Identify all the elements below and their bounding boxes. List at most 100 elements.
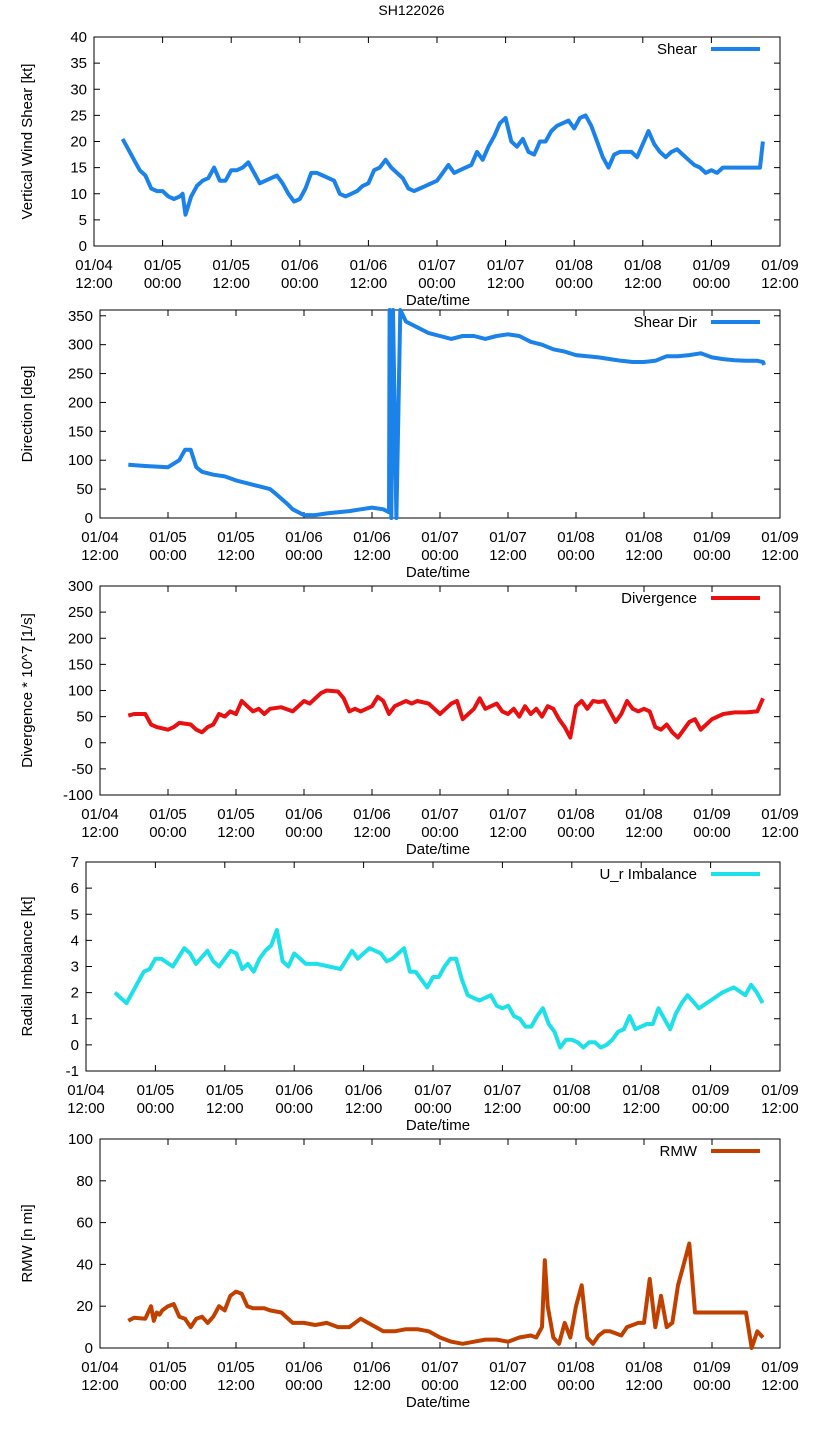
x-tick-label-time: 00:00 xyxy=(555,275,593,292)
x-tick-label-time: 00:00 xyxy=(285,824,323,841)
x-tick-label-time: 00:00 xyxy=(557,1377,595,1394)
y-tick-label: 35 xyxy=(70,55,87,72)
x-tick-label-time: 12:00 xyxy=(212,275,250,292)
y-tick-label: 40 xyxy=(76,1256,93,1273)
x-tick-label-time: 00:00 xyxy=(557,547,595,564)
x-tick-label-time: 12:00 xyxy=(625,1377,663,1394)
x-tick-label-date: 01/07 xyxy=(418,257,456,274)
x-tick-label-time: 00:00 xyxy=(275,1100,313,1117)
x-tick-label-time: 12:00 xyxy=(67,1100,105,1117)
legend-label: Divergence xyxy=(621,590,697,607)
x-tick-label-time: 00:00 xyxy=(693,275,731,292)
chart-panel-4: -10123456701/0412:0001/0500:0001/0512:00… xyxy=(19,854,799,1134)
x-tick-label-date: 01/06 xyxy=(353,806,391,823)
x-axis-label: Date/time xyxy=(406,1117,470,1134)
x-tick-label-date: 01/06 xyxy=(345,1082,383,1099)
x-tick-label-time: 12:00 xyxy=(761,547,799,564)
x-tick-label-date: 01/09 xyxy=(693,806,731,823)
x-tick-label-time: 12:00 xyxy=(350,275,388,292)
x-tick-label-date: 01/04 xyxy=(67,1082,105,1099)
y-tick-label: 1 xyxy=(71,1011,79,1028)
y-tick-label: 30 xyxy=(70,81,87,98)
y-tick-label: -1 xyxy=(66,1063,79,1080)
x-tick-label-time: 12:00 xyxy=(624,275,662,292)
series-line-shear xyxy=(120,113,765,217)
x-tick-label-date: 01/08 xyxy=(555,257,593,274)
x-tick-label-date: 01/06 xyxy=(353,1359,391,1376)
x-tick-label-date: 01/05 xyxy=(217,529,255,546)
x-tick-label-time: 12:00 xyxy=(353,824,391,841)
plot-frame xyxy=(99,309,781,519)
x-tick-label-date: 01/08 xyxy=(557,1359,595,1376)
x-tick-label-date: 01/04 xyxy=(81,529,119,546)
x-axis-label: Date/time xyxy=(406,564,470,581)
x-tick-label-date: 01/06 xyxy=(285,1359,323,1376)
x-axis-label: Date/time xyxy=(406,1394,470,1411)
y-axis-label: RMW [n mi] xyxy=(19,1204,36,1282)
legend-label: Shear Dir xyxy=(634,314,697,331)
x-tick-label-time: 12:00 xyxy=(484,1100,522,1117)
x-tick-label-time: 12:00 xyxy=(206,1100,244,1117)
y-tick-label: 200 xyxy=(68,394,93,411)
x-tick-label-date: 01/08 xyxy=(624,257,662,274)
x-tick-label-date: 01/06 xyxy=(285,529,323,546)
x-tick-label-time: 00:00 xyxy=(553,1100,591,1117)
x-tick-label-date: 01/09 xyxy=(761,529,799,546)
x-tick-label-time: 00:00 xyxy=(285,547,323,564)
x-tick-label-date: 01/05 xyxy=(144,257,182,274)
x-tick-label-date: 01/08 xyxy=(622,1082,660,1099)
y-tick-label: 100 xyxy=(68,452,93,469)
plot-frame xyxy=(93,36,781,247)
x-tick-label-time: 00:00 xyxy=(693,824,731,841)
x-tick-label-date: 01/05 xyxy=(212,257,250,274)
x-tick-label-date: 01/05 xyxy=(217,806,255,823)
chart-panel-2: 05010015020025030035001/0412:0001/0500:0… xyxy=(19,308,799,581)
x-tick-label-date: 01/09 xyxy=(761,1082,799,1099)
y-axis-label: Radial Imbalance [kt] xyxy=(19,896,36,1036)
x-tick-label-date: 01/09 xyxy=(693,529,731,546)
x-tick-label-time: 00:00 xyxy=(557,824,595,841)
chart-panel-3: -100-5005010015020025030001/0412:0001/05… xyxy=(19,578,799,858)
y-tick-label: 50 xyxy=(76,481,93,498)
x-axis-label: Date/time xyxy=(406,841,470,858)
x-tick-label-time: 12:00 xyxy=(761,824,799,841)
x-tick-label-time: 00:00 xyxy=(421,824,459,841)
y-tick-label: 50 xyxy=(76,709,93,726)
y-tick-label: 10 xyxy=(70,186,87,203)
x-tick-label-date: 01/07 xyxy=(487,257,525,274)
y-tick-label: 40 xyxy=(70,29,87,46)
y-tick-label: 300 xyxy=(68,578,93,595)
x-tick-label-time: 12:00 xyxy=(81,1377,119,1394)
y-tick-label: 6 xyxy=(71,880,79,897)
series-line-u-r-imbalance xyxy=(113,927,765,1050)
x-tick-label-time: 00:00 xyxy=(281,275,319,292)
x-tick-label-date: 01/08 xyxy=(557,806,595,823)
x-tick-label-time: 00:00 xyxy=(149,1377,187,1394)
y-tick-label: 2 xyxy=(71,985,79,1002)
x-tick-label-date: 01/06 xyxy=(350,257,388,274)
x-tick-label-time: 12:00 xyxy=(622,1100,660,1117)
x-tick-label-date: 01/08 xyxy=(553,1082,591,1099)
y-tick-label: 25 xyxy=(70,107,87,124)
x-tick-label-time: 00:00 xyxy=(149,824,187,841)
series-line-rmw xyxy=(127,1241,765,1350)
x-tick-label-date: 01/09 xyxy=(761,257,799,274)
x-tick-label-date: 01/06 xyxy=(285,806,323,823)
figure-title: SH122026 xyxy=(378,2,445,18)
y-tick-label: 0 xyxy=(79,238,87,255)
y-tick-label: 20 xyxy=(70,134,87,151)
x-tick-label-time: 12:00 xyxy=(761,1100,799,1117)
y-tick-label: 80 xyxy=(76,1173,93,1190)
series-line-divergence xyxy=(127,688,765,740)
x-tick-label-time: 00:00 xyxy=(693,1377,731,1394)
y-tick-label: 0 xyxy=(85,510,93,527)
y-tick-label: 15 xyxy=(70,160,87,177)
chart-panel-1: 051015202530354001/0412:0001/0500:0001/0… xyxy=(19,29,799,309)
legend-label: U_r Imbalance xyxy=(599,866,697,883)
x-tick-label-time: 12:00 xyxy=(487,275,525,292)
x-tick-label-date: 01/07 xyxy=(421,1359,459,1376)
x-tick-label-time: 12:00 xyxy=(353,547,391,564)
y-tick-label: 100 xyxy=(68,683,93,700)
x-tick-label-date: 01/05 xyxy=(206,1082,244,1099)
x-tick-label-time: 00:00 xyxy=(285,1377,323,1394)
